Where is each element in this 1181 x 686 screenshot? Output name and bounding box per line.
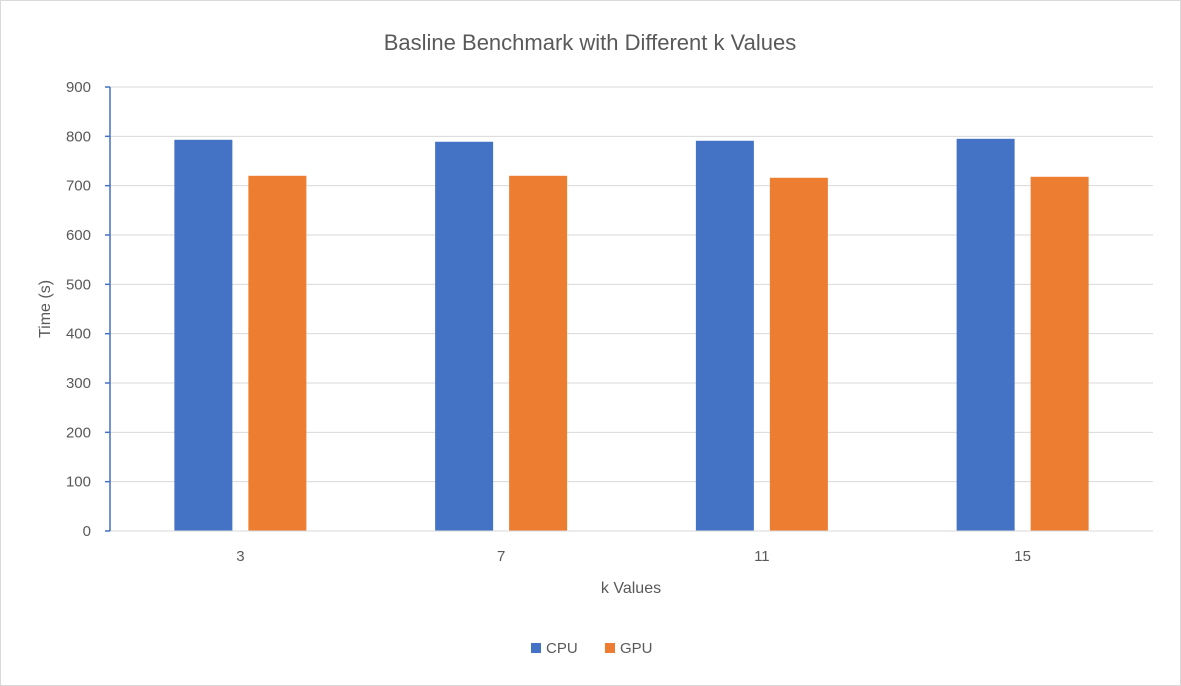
x-axis-ticks: 3 7 11 15 — [236, 548, 1031, 565]
y-axis-ticks: 0 100 200 300 400 500 600 700 800 900 — [66, 79, 110, 540]
x-tick-label: 15 — [1014, 548, 1031, 565]
bar-gpu-15 — [1030, 176, 1089, 531]
x-tick-label: 3 — [236, 548, 244, 565]
legend-swatch-gpu — [605, 643, 615, 653]
x-tick-label: 11 — [754, 548, 770, 565]
legend: CPU GPU — [531, 640, 653, 657]
y-tick-label: 700 — [66, 178, 91, 195]
x-tick-label: 7 — [497, 548, 505, 565]
y-axis-label: Time (s) — [37, 280, 54, 338]
bar-cpu-7 — [435, 141, 494, 531]
legend-swatch-cpu — [531, 643, 541, 653]
bars — [174, 138, 1089, 532]
bar-cpu-11 — [695, 140, 754, 532]
x-axis-label: k Values — [601, 580, 661, 597]
y-tick-label: 500 — [66, 276, 91, 293]
y-tick-label: 900 — [66, 79, 91, 96]
chart-title: Basline Benchmark with Different k Value… — [384, 30, 797, 55]
bar-gpu-3 — [248, 175, 307, 532]
y-tick-label: 0 — [83, 523, 91, 540]
bar-gpu-11 — [769, 177, 828, 532]
bar-gpu-7 — [509, 175, 568, 532]
y-tick-label: 300 — [66, 375, 91, 392]
bar-cpu-15 — [956, 138, 1015, 532]
legend-label-cpu: CPU — [546, 640, 578, 657]
y-tick-label: 100 — [66, 474, 91, 491]
y-tick-label: 200 — [66, 424, 91, 441]
y-tick-label: 800 — [66, 128, 91, 145]
legend-label-gpu: GPU — [620, 640, 653, 657]
y-tick-label: 400 — [66, 326, 91, 343]
bar-cpu-3 — [174, 139, 233, 531]
y-tick-label: 600 — [66, 227, 91, 244]
